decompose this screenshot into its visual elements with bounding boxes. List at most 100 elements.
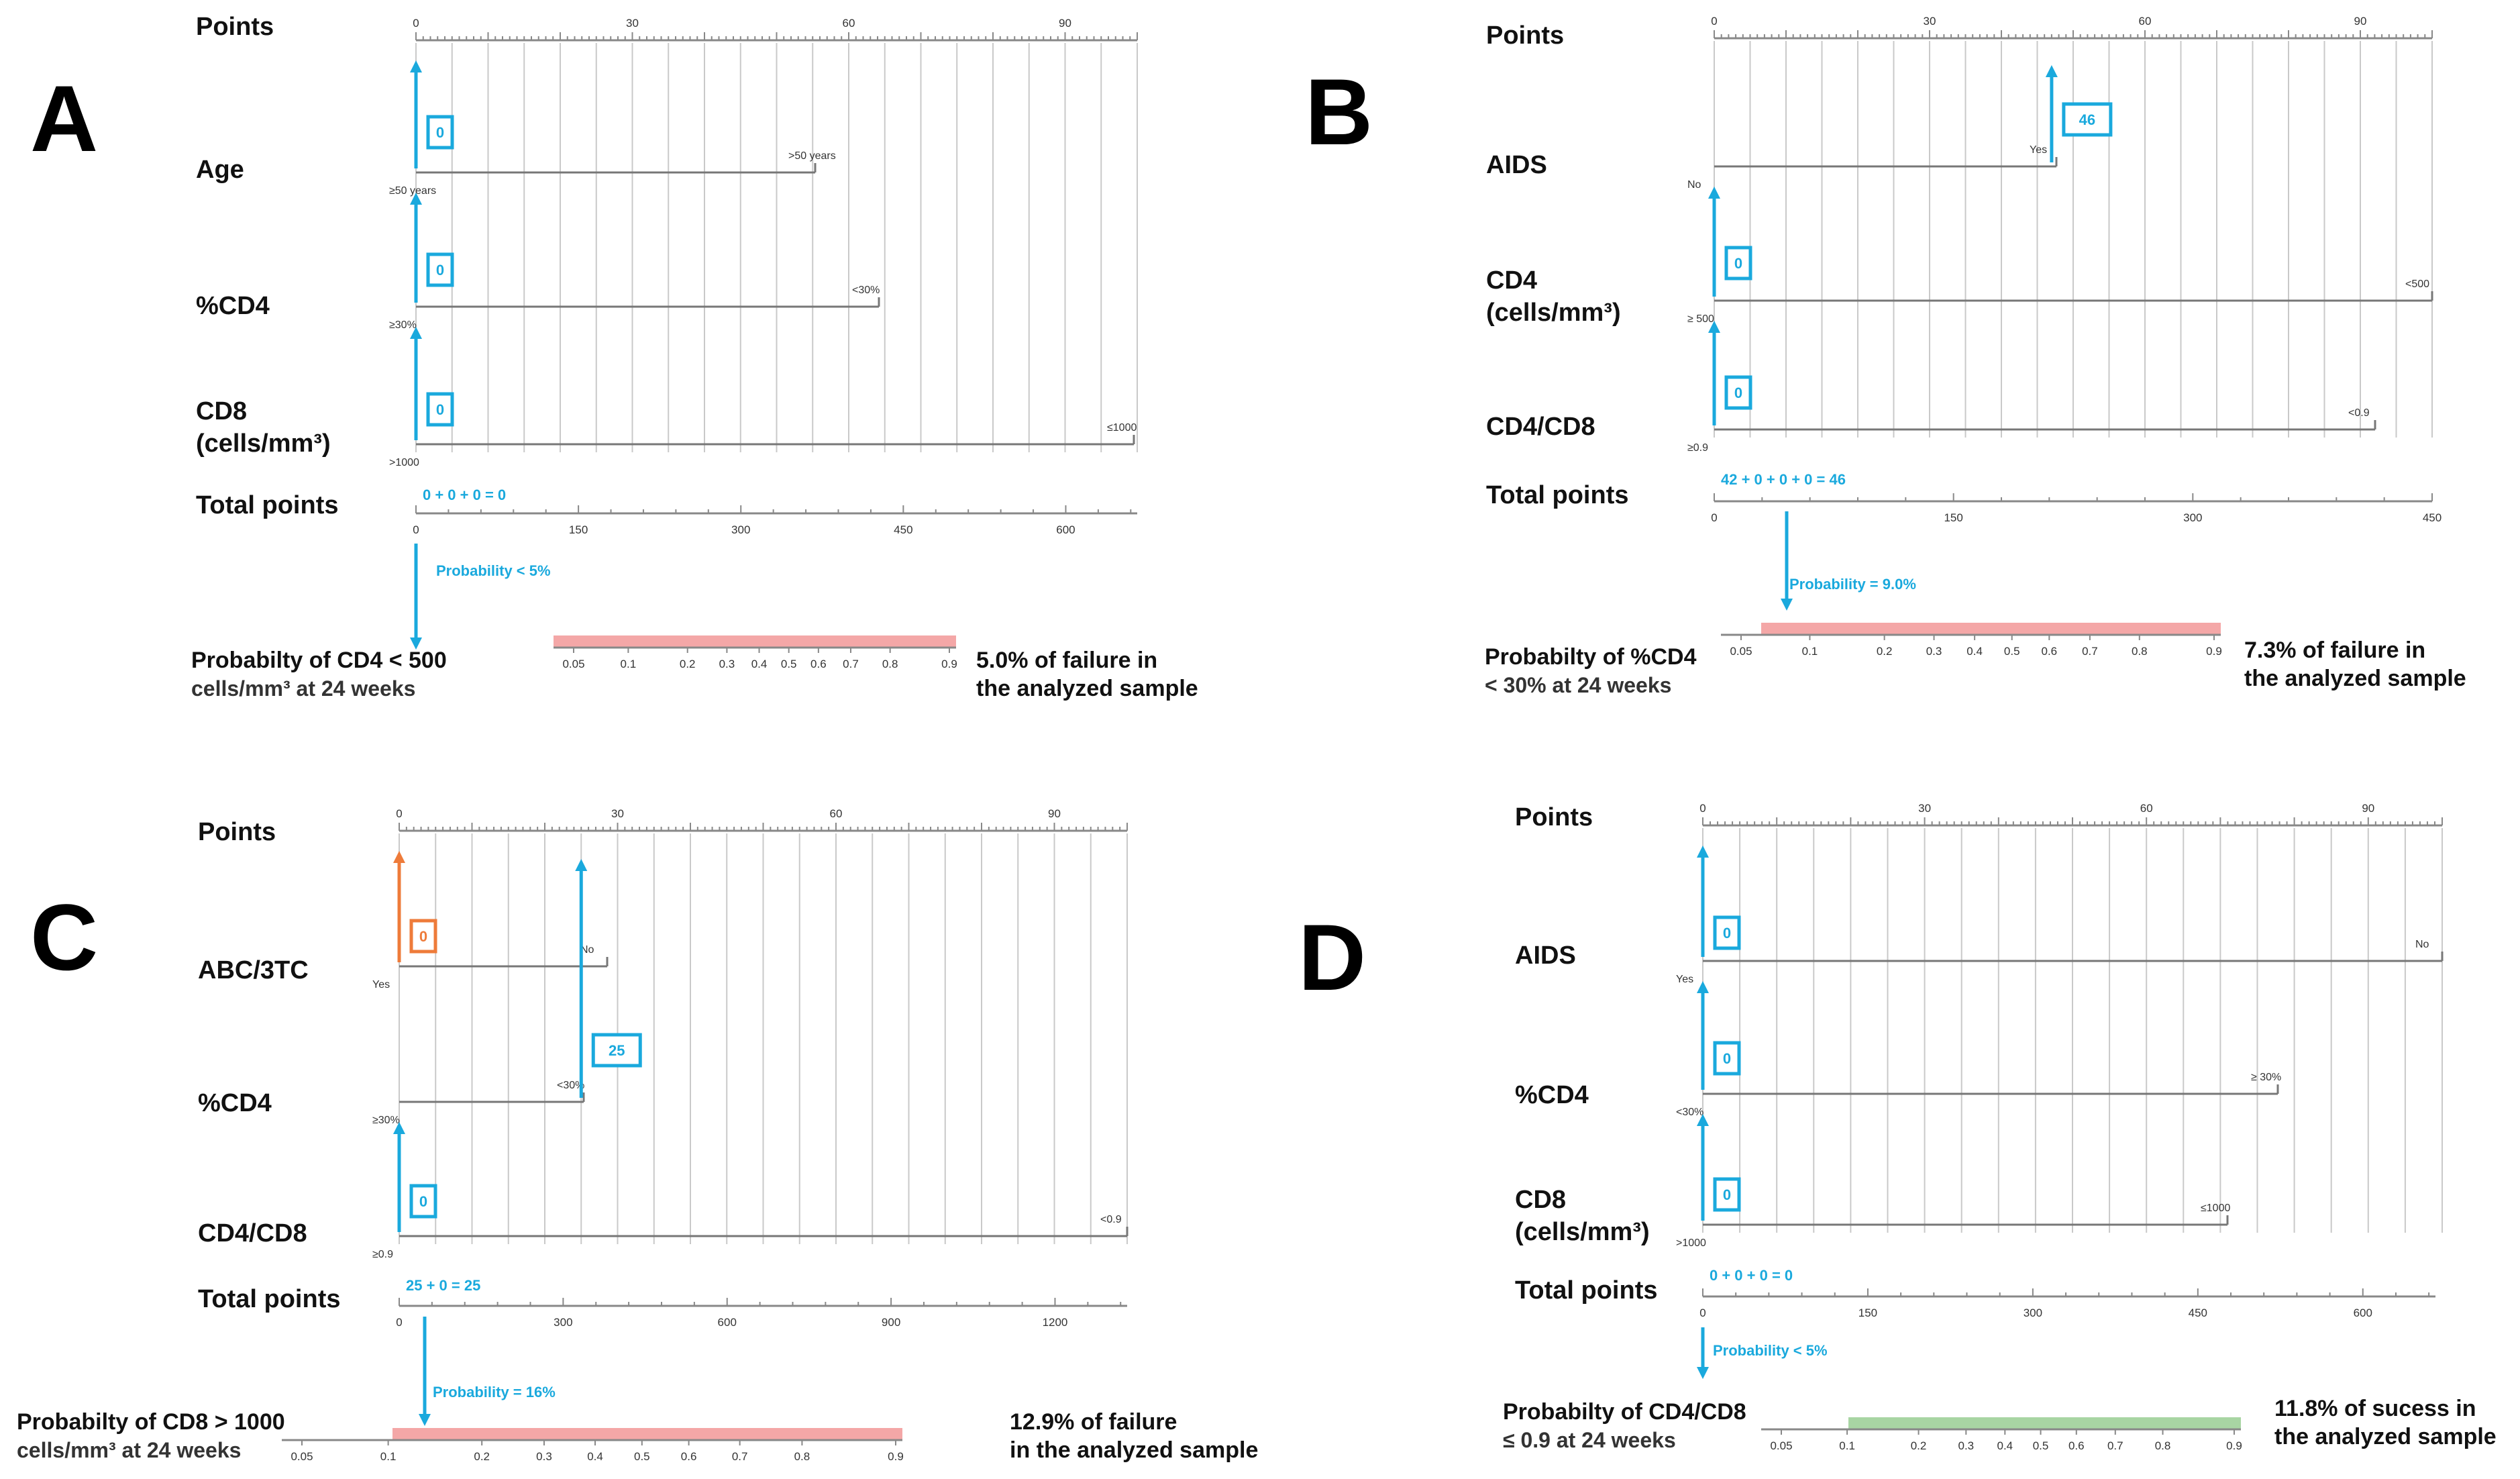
- points-tick-label: 60: [2139, 15, 2152, 28]
- marker-box: [409, 919, 437, 954]
- probability-arrowhead: [419, 1414, 431, 1426]
- marker-arrowhead: [393, 1122, 405, 1134]
- variable-low-level: ≥30%: [372, 1115, 400, 1126]
- marker-value: 0: [419, 928, 427, 945]
- probability-tick-label: 0.7: [2107, 1439, 2123, 1452]
- variable-low-level: >1000: [389, 457, 419, 468]
- points-tick-label: 30: [1918, 802, 1931, 815]
- probability-tick-label: 0.2: [680, 658, 696, 670]
- panel-a: A Points 0 30 60 90 Age ≥50 years >50 years 0 %CD4…: [30, 13, 1198, 701]
- variable-high-level: <30%: [557, 1080, 584, 1091]
- note-text: 11.8% of sucess in: [2274, 1396, 2476, 1421]
- probability-tick-label: 0.9: [941, 658, 957, 670]
- total-sum-text: 42 + 0 + 0 + 0 = 46: [1721, 471, 1846, 488]
- total-tick-label: 600: [2354, 1307, 2372, 1319]
- total-tick-label: 0: [413, 523, 419, 536]
- points-tick-label: 0: [1711, 15, 1717, 28]
- variable-high-level: <0.9: [2348, 407, 2370, 419]
- total-tick-label: 300: [731, 523, 750, 536]
- variable-label: CD4/CD8: [1486, 413, 1595, 441]
- probability-tick-label: 0.9: [2226, 1439, 2242, 1452]
- variable-low-level: ≥ 500: [1687, 313, 1714, 325]
- points-tick-label: 90: [1048, 807, 1061, 820]
- probability-tick-label: 0.4: [587, 1450, 603, 1463]
- probability-tick-label: 0.7: [2082, 645, 2098, 658]
- probability-tick-label: 0.6: [681, 1450, 697, 1463]
- outcome-label: Probabilty of %CD4: [1485, 644, 1697, 670]
- variable-high-level: ≤1000: [1107, 422, 1137, 434]
- total-points-label: Total points: [196, 491, 339, 519]
- total-tick-label: 450: [894, 523, 912, 536]
- total-tick-label: 150: [1858, 1307, 1877, 1319]
- probability-tick-label: 0.7: [732, 1450, 748, 1463]
- note-text: 12.9% of failure: [1010, 1409, 1177, 1435]
- points-label: Points: [198, 818, 276, 846]
- outcome-label: cells/mm³ at 24 weeks: [17, 1438, 241, 1462]
- marker-arrowhead: [1708, 321, 1720, 333]
- probability-tick-label: 0.4: [1997, 1439, 2013, 1452]
- probability-text: Probability = 9.0%: [1789, 576, 1916, 593]
- probability-tick-label: 0.05: [1770, 1439, 1792, 1452]
- points-label: Points: [1486, 21, 1564, 50]
- marker-value: 0: [1723, 925, 1731, 941]
- variable-high-level: ≤1000: [2201, 1203, 2230, 1214]
- probability-tick-label: 0.05: [1730, 645, 1752, 658]
- probability-tick-label: 0.2: [1877, 645, 1893, 658]
- variable-label: %CD4: [1515, 1081, 1589, 1109]
- probability-tick-label: 0.3: [719, 658, 735, 670]
- marker-value: 0: [436, 262, 444, 278]
- outcome-label: Probabilty of CD4/CD8: [1503, 1399, 1746, 1425]
- variable-label: Age: [196, 156, 244, 184]
- variable-label: AIDS: [1515, 941, 1576, 970]
- variable-label: ABC/3TC: [198, 956, 309, 984]
- points-label: Points: [1515, 803, 1593, 831]
- probability-tick-label: 0.8: [882, 658, 898, 670]
- marker-value: 46: [2079, 111, 2095, 128]
- marker-value: 25: [609, 1042, 625, 1059]
- marker-box: [426, 252, 454, 287]
- marker-value: 0: [419, 1193, 427, 1210]
- probability-text: Probability = 16%: [433, 1384, 556, 1400]
- probability-tick-label: 0.5: [781, 658, 797, 670]
- outcome-label: Probabilty of CD8 > 1000: [17, 1409, 285, 1435]
- probability-tick-label: 0.5: [2033, 1439, 2049, 1452]
- total-sum-text: 25 + 0 = 25: [406, 1277, 480, 1294]
- marker-arrowhead: [393, 851, 405, 863]
- variable-low-level: No: [1687, 179, 1701, 191]
- total-points-label: Total points: [1486, 481, 1629, 509]
- probability-tick-label: 0.7: [843, 658, 859, 670]
- panel-letter: B: [1305, 59, 1373, 164]
- variable-label: %CD4: [196, 292, 270, 320]
- probability-tick-label: 0.9: [2206, 645, 2222, 658]
- probability-tick-label: 0.8: [2155, 1439, 2171, 1452]
- variable-low-level: Yes: [372, 979, 390, 990]
- total-tick-label: 600: [1056, 523, 1075, 536]
- points-tick-label: 90: [2354, 15, 2367, 28]
- points-tick-label: 60: [2140, 802, 2153, 815]
- marker-arrowhead: [410, 60, 422, 72]
- marker-box: [591, 1033, 642, 1068]
- variable-label: (cells/mm³): [1515, 1218, 1650, 1246]
- marker-box: [409, 1184, 437, 1219]
- marker-box: [426, 392, 454, 427]
- marker-box: [1724, 246, 1752, 280]
- outcome-label: cells/mm³ at 24 weeks: [191, 676, 415, 701]
- variable-low-level: >1000: [1676, 1237, 1706, 1249]
- note-text: the analyzed sample: [976, 676, 1198, 701]
- total-tick-label: 150: [569, 523, 588, 536]
- points-tick-label: 60: [843, 17, 855, 30]
- probability-tick-label: 0.3: [1958, 1439, 1974, 1452]
- note-text: in the analyzed sample: [1010, 1437, 1258, 1463]
- panel-b: B Points 0 30 60 90 AIDS No Yes 46 CD4 (cells/mm³) ≥…: [1305, 15, 2466, 697]
- variable-label: (cells/mm³): [196, 429, 331, 458]
- total-tick-label: 150: [1944, 511, 1962, 524]
- panel-letter: D: [1298, 905, 1366, 1010]
- marker-value: 0: [1734, 385, 1742, 401]
- probability-tick-label: 0.8: [794, 1450, 810, 1463]
- marker-box: [2062, 102, 2113, 137]
- total-tick-label: 1200: [1043, 1316, 1068, 1329]
- variable-label: CD8: [1515, 1186, 1566, 1214]
- variable-low-level: ≥30%: [389, 319, 417, 331]
- variable-high-level: >50 years: [788, 150, 836, 162]
- marker-value: 0: [1734, 255, 1742, 272]
